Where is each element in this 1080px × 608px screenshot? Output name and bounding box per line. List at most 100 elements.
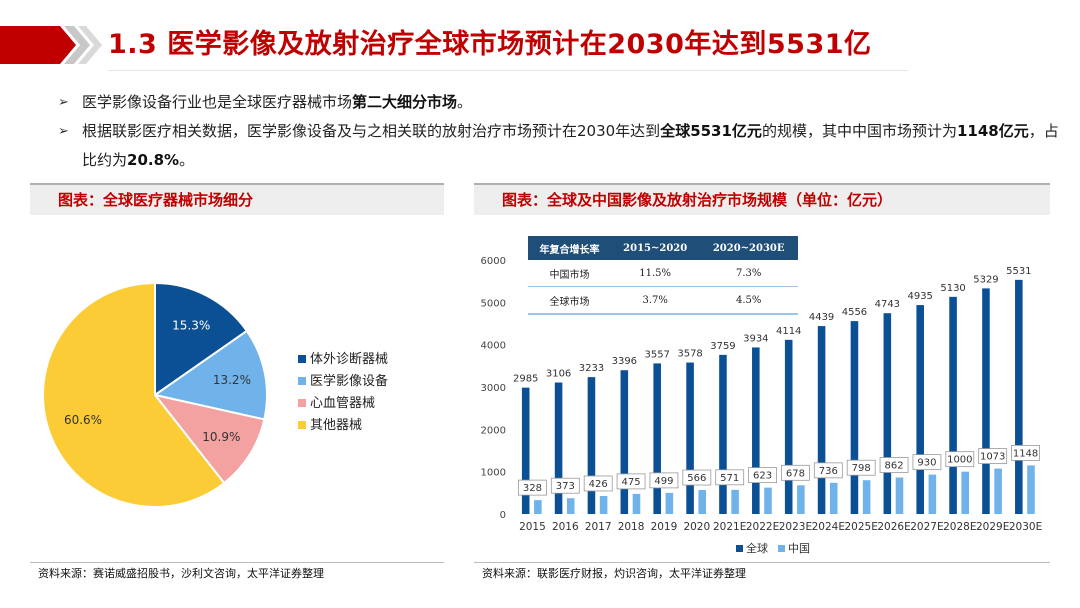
- bullet-item: ➢ 医学影像设备行业也是全球医疗器械市场第二大细分市场。: [52, 88, 1062, 117]
- bar-china: [829, 482, 838, 514]
- bullet-text: 根据联影医疗相关数据，医学影像设备及与之相关联的放射治疗市场预计在2030年达到: [82, 122, 661, 140]
- x-tick-label: 2019: [651, 521, 678, 533]
- table-cell: 11.5%: [610, 260, 700, 287]
- legend-swatch: [298, 376, 306, 385]
- bar-global: [883, 313, 892, 514]
- bar-data-label-box: [649, 472, 679, 489]
- legend-label: 中国: [788, 542, 810, 555]
- bar-data-label: 4556: [842, 307, 867, 318]
- bar-global: [587, 377, 596, 514]
- bar-china: [797, 485, 805, 514]
- left-panel-title: 图表：全球医疗器械市场细分: [58, 191, 254, 209]
- bullet-emphasis: 第二大细分市场: [352, 93, 458, 111]
- left-panel-header: 图表：全球医疗器械市场细分: [30, 183, 444, 215]
- bullet-text: 的规模，其中中国市场预计为: [761, 122, 957, 140]
- legend-label: 心血管器械: [310, 396, 376, 411]
- legend-label: 全球: [746, 541, 768, 555]
- bar-global: [653, 363, 661, 514]
- pie-data-label: 13.2%: [213, 373, 251, 387]
- pie-slice: [42, 281, 226, 508]
- x-tick-label: 2024E: [812, 521, 845, 533]
- legend-swatch: [778, 545, 785, 552]
- bullet-emphasis: 20.8%: [127, 151, 180, 169]
- table-header-row: 年复合增长率 2015~2020 2020~2030E: [528, 236, 798, 260]
- bar-data-label: 475: [622, 477, 641, 488]
- table-cell: 中国市场: [528, 260, 611, 287]
- bullet-item: ➢ 根据联影医疗相关数据，医学影像设备及与之相关联的放射治疗市场预计在2030年…: [52, 117, 1062, 175]
- bar-global: [686, 362, 694, 514]
- y-tick-label: 6000: [481, 256, 506, 267]
- x-tick-label: 2028E: [943, 521, 976, 533]
- bar-data-label: 5329: [973, 274, 998, 285]
- bar-china: [764, 487, 772, 514]
- x-tick-label: 2025E: [845, 521, 878, 533]
- pie-data-label: 10.9%: [202, 430, 240, 444]
- bullet-text: 医学影像设备行业也是全球医疗器械市场: [82, 93, 353, 111]
- bar-data-label: 2985: [513, 374, 538, 385]
- x-tick-label: 2023E: [779, 521, 812, 533]
- bar-data-label: 678: [786, 468, 805, 479]
- source-divider: [474, 562, 1050, 563]
- x-tick-label: 2018: [618, 521, 645, 533]
- pie-data-label: 15.3%: [172, 318, 210, 332]
- bar-global: [916, 305, 924, 514]
- bar-china: [731, 489, 739, 514]
- y-tick-label: 5000: [481, 298, 506, 309]
- x-tick-label: 2017: [585, 521, 612, 533]
- x-tick-label: 2026E: [877, 521, 910, 533]
- cagr-table: 年复合增长率 2015~2020 2020~2030E 中国市场 11.5% 7…: [528, 236, 798, 315]
- y-tick-label: 3000: [481, 383, 506, 394]
- bullet-text: ，占比约为: [82, 122, 1059, 169]
- bar-data-label: 3934: [743, 333, 768, 344]
- bar-data-label-box: [616, 473, 646, 490]
- red-chevron-bar: [0, 26, 76, 64]
- table-cell: 全球市场: [528, 286, 611, 315]
- bar-data-label-box: [912, 454, 942, 471]
- bar-data-label: 3106: [546, 369, 571, 380]
- bar-data-label: 571: [720, 473, 739, 484]
- bar-data-label-box: [978, 448, 1008, 464]
- bullet-text: 。: [179, 151, 195, 169]
- bar-china: [862, 480, 871, 514]
- bar-global: [982, 288, 990, 514]
- legend-swatch: [298, 420, 306, 429]
- bar-global: [554, 382, 563, 514]
- right-panel-header: 图表：全球及中国影像及放射治疗市场规模（单位：亿元）: [474, 183, 1050, 215]
- pie-chart: 15.3% 13.2% 10.9% 60.6%: [42, 281, 268, 508]
- table-cell: 7.3%: [699, 260, 798, 287]
- table-header-cell: 2020~2030E: [699, 236, 798, 260]
- bar-data-label: 930: [917, 458, 936, 469]
- pie-slice: [152, 393, 266, 485]
- y-tick-label: 2000: [481, 425, 506, 436]
- bar-china: [566, 498, 575, 514]
- table-cell: 3.7%: [610, 286, 700, 315]
- grey-chevron: [64, 26, 90, 64]
- bar-data-label-box: [748, 467, 777, 484]
- bar-data-label: 4439: [809, 312, 834, 323]
- bar-data-label-box: [550, 477, 580, 494]
- right-source-note: 资料来源：联影医疗财报，灼识咨询，太平洋证券整理: [482, 567, 746, 580]
- bar-data-label-box: [583, 475, 613, 492]
- table-cell: 4.5%: [699, 286, 798, 315]
- bar-data-label: 5531: [1006, 266, 1031, 277]
- bar-data-label-box: [945, 451, 975, 468]
- legend-item: 其他器械: [298, 414, 362, 433]
- x-tick-label: 2030E: [1009, 521, 1042, 533]
- x-tick-label: 2022E: [746, 521, 779, 533]
- bullet-emphasis: 1148亿元: [956, 122, 1029, 140]
- bar-data-label: 373: [556, 481, 575, 492]
- legend-item: 体外诊断器械: [298, 348, 388, 367]
- bar-global: [521, 387, 530, 514]
- bar-data-label: 862: [885, 461, 904, 472]
- bar-china: [961, 471, 970, 514]
- bar-global: [850, 321, 859, 514]
- table-header-cell: 2015~2020: [610, 236, 700, 260]
- legend-swatch: [298, 354, 306, 363]
- x-tick-label: 2021E: [713, 521, 746, 533]
- pie-slice: [154, 281, 249, 397]
- bar-data-label: 3578: [677, 349, 702, 360]
- bar-data-label: 328: [523, 483, 542, 494]
- bar-global: [949, 296, 957, 514]
- bar-global: [1015, 279, 1023, 514]
- bar-china: [665, 492, 674, 514]
